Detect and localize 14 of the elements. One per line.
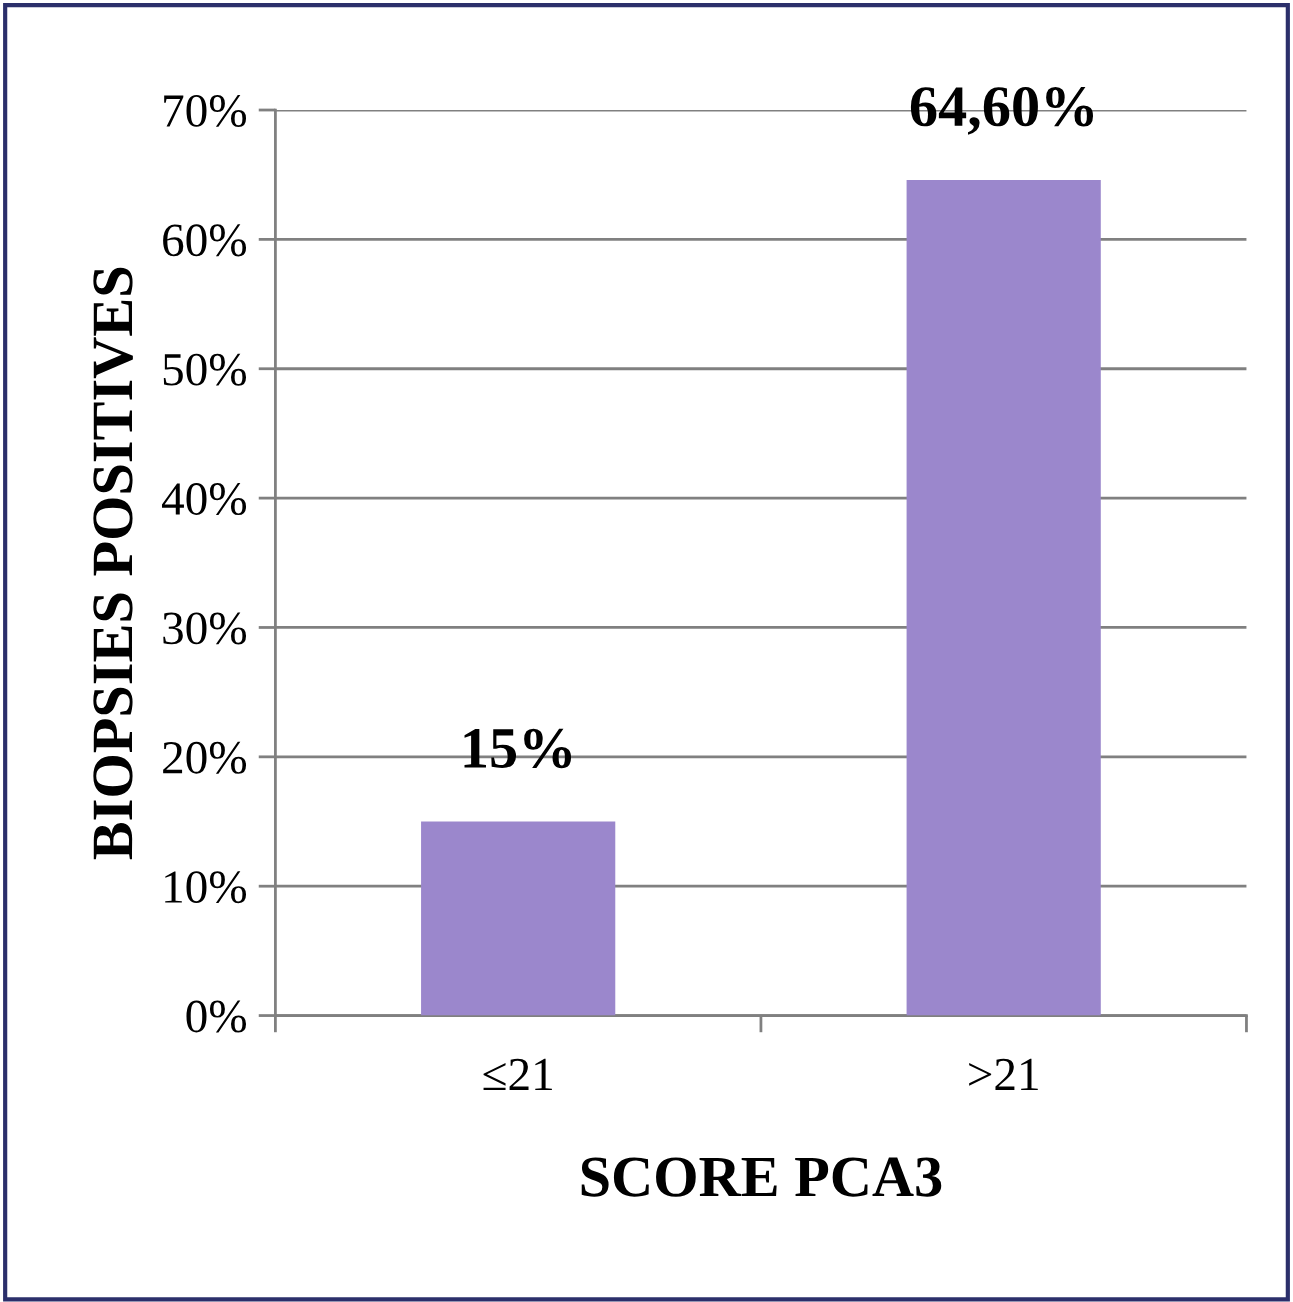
y-tick-label: 20%: [163, 741, 247, 774]
x-tick-label: >21: [969, 1058, 1038, 1090]
y-axis-title: BIOPSIES POSITIVES: [93, 267, 133, 860]
y-tick-label: 70%: [164, 95, 247, 128]
x-tick-label: ≤21: [483, 1058, 552, 1090]
data-label: 15%: [464, 728, 572, 769]
data-label: 64,60%: [910, 86, 1094, 135]
y-tick-label: 30%: [163, 612, 247, 645]
y-tick-label: 40%: [162, 483, 247, 516]
y-tick-label: 0%: [186, 1000, 247, 1033]
y-tick-label: 10%: [165, 871, 247, 904]
y-tick-label: 50%: [163, 353, 247, 386]
y-tick-label: 60%: [163, 224, 247, 257]
x-axis-title: SCORE PCA3: [581, 1157, 942, 1197]
